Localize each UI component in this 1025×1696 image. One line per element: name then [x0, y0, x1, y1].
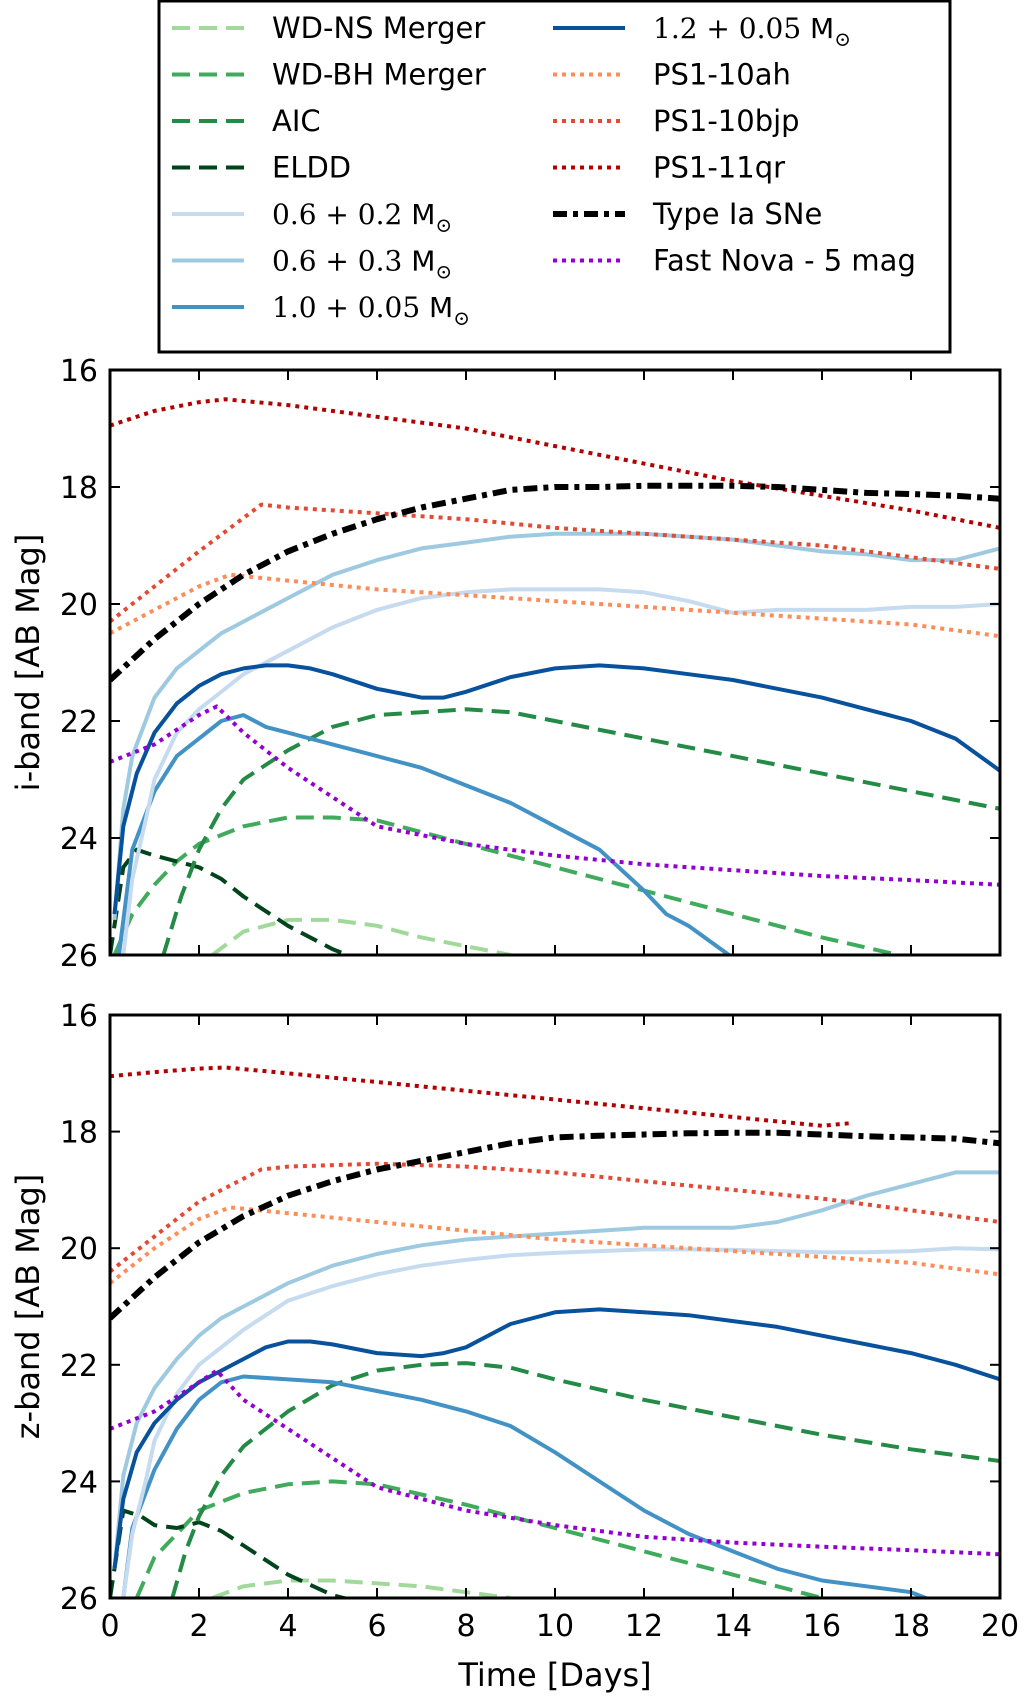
x-tick-label: 14 — [714, 1609, 752, 1644]
y-tick-label: 24 — [60, 1465, 98, 1500]
x-tick-label: 6 — [367, 1609, 386, 1644]
series-line-type-ia-sne — [110, 482, 1000, 683]
series-line-ps1-10ah — [110, 1205, 1000, 1285]
legend-label: WD-NS Merger — [272, 11, 485, 45]
i-band-ylabel: i-band [AB Mag] — [9, 534, 47, 792]
y-tick-label: 22 — [60, 1349, 98, 1384]
series-line-1-0-0-05 — [121, 1374, 932, 1598]
x-tick-label: 4 — [278, 1609, 297, 1644]
series-line-eldd — [110, 1508, 352, 1598]
series-line-1-2-0-05 — [112, 1307, 1000, 1570]
legend-label: Type Ia SNe — [652, 197, 822, 231]
z-band-ylabel: z-band [AB Mag] — [9, 1174, 47, 1440]
series-line-wd-ns-merger — [211, 1578, 511, 1598]
y-tick-label: 16 — [60, 999, 98, 1034]
y-tick-label: 20 — [60, 1232, 98, 1267]
y-tick-label: 26 — [60, 939, 98, 974]
legend-frame — [157, 0, 952, 354]
legend-label: 0.6 + 0.3 M⊙ — [272, 245, 452, 284]
series-line-ps1-10ah — [110, 572, 1000, 639]
legend-label: 1.0 + 0.05 M⊙ — [272, 291, 470, 330]
i-band-lines — [110, 397, 1000, 955]
y-tick-label: 20 — [60, 588, 98, 623]
series-line-0-6-0-2 — [121, 587, 1000, 955]
z-band-lines — [110, 1065, 1000, 1598]
time-xlabel: Time [Days] — [457, 1656, 651, 1694]
legend-label: PS1-11qr — [653, 151, 785, 185]
legend: WD-NS Merger WD-BH Merger AIC ELDD 0.6 + 0.2… — [157, 0, 952, 354]
x-tick-label: 12 — [625, 1609, 663, 1644]
x-tick-label: 8 — [456, 1609, 475, 1644]
series-line-wd-bh-merger — [134, 1479, 853, 1598]
series-line-1-0-0-05 — [116, 713, 733, 955]
i-band-frame — [108, 368, 1002, 957]
x-tick-label: 18 — [892, 1609, 930, 1644]
series-line-ps1-11qr — [110, 1065, 854, 1128]
series-line-eldd — [110, 847, 353, 955]
y-tick-label: 16 — [60, 354, 98, 389]
series-line-wd-ns-merger — [211, 917, 511, 955]
legend-label: AIC — [272, 104, 321, 138]
series-line-fast-nova-5-mag — [110, 1368, 1000, 1557]
legend-label: ELDD — [272, 151, 351, 185]
x-tick-label: 16 — [803, 1609, 841, 1644]
series-line-ps1-10bjp — [110, 1161, 1000, 1274]
series-line-type-ia-sne — [110, 1129, 1000, 1321]
x-tick-label: 0 — [100, 1609, 119, 1644]
legend-label: 0.6 + 0.2 M⊙ — [272, 198, 452, 237]
y-tick-label: 18 — [60, 471, 98, 506]
y-tick-label: 24 — [60, 822, 98, 857]
y-tick-label: 22 — [60, 705, 98, 740]
series-line-0-6-0-3 — [112, 531, 1000, 921]
i-band-panel: 16 18 20 22 24 26 i-band [AB Mag] — [9, 354, 1002, 974]
series-line-aic — [170, 1361, 1000, 1598]
y-tick-label: 18 — [60, 1116, 98, 1151]
series-line-0-6-0-2 — [121, 1246, 1000, 1598]
series-line-0-6-0-3 — [112, 1170, 1000, 1569]
legend-label: PS1-10ah — [653, 58, 791, 92]
y-tick-label: 26 — [60, 1582, 98, 1617]
x-tick-label: 2 — [189, 1609, 208, 1644]
series-line-aic — [161, 707, 1000, 955]
series-line-ps1-11qr — [110, 397, 1000, 530]
series-line-wd-bh-merger — [112, 815, 908, 955]
series-line-1-2-0-05 — [112, 663, 1000, 915]
x-tick-label: 20 — [981, 1609, 1019, 1644]
legend-label: 1.2 + 0.05 M⊙ — [653, 12, 851, 51]
series-line-ps1-10bjp — [110, 502, 1000, 624]
legend-label: WD-BH Merger — [272, 58, 486, 92]
series-line-fast-nova-5-mag — [110, 704, 1000, 887]
legend-label: Fast Nova - 5 mag — [653, 244, 916, 278]
legend-label: PS1-10bjp — [653, 104, 800, 138]
x-tick-label: 10 — [536, 1609, 574, 1644]
